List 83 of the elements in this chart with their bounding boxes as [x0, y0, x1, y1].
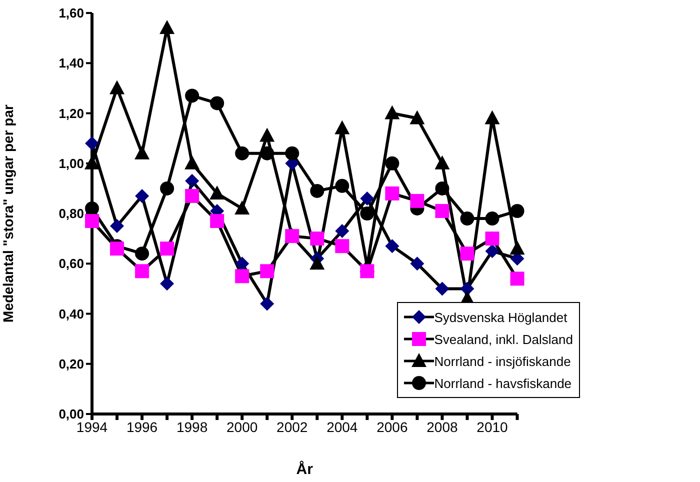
point — [484, 110, 500, 124]
point — [134, 145, 150, 160]
point — [434, 155, 450, 170]
x-tick-label: 2006 — [376, 418, 408, 435]
point — [210, 214, 224, 228]
point — [310, 184, 324, 198]
point — [385, 186, 400, 200]
point — [410, 256, 424, 271]
point — [335, 224, 350, 238]
point — [185, 174, 200, 188]
point — [185, 88, 200, 103]
point — [360, 191, 374, 206]
point — [485, 244, 500, 258]
point — [185, 188, 200, 203]
point — [160, 20, 175, 34]
point — [110, 242, 124, 256]
point — [510, 240, 525, 255]
point — [310, 256, 325, 270]
point — [260, 264, 274, 278]
point — [485, 212, 500, 226]
y-tick-label: 0,60 — [58, 256, 84, 272]
point — [460, 246, 474, 261]
point — [384, 105, 400, 120]
x-tick-label: 2008 — [426, 418, 458, 435]
point — [85, 201, 99, 216]
x-tick-label: 1996 — [126, 418, 158, 435]
y-tick-label: 0,80 — [58, 206, 84, 222]
point — [435, 282, 450, 296]
point — [310, 232, 324, 246]
y-tick-label: 1,00 — [58, 156, 84, 171]
y-tick-label: 0,20 — [58, 356, 84, 372]
point — [410, 110, 425, 124]
legend-label: Norrland - insjöfiskande — [434, 354, 571, 368]
point — [510, 272, 524, 286]
point — [334, 120, 350, 134]
point — [160, 276, 174, 291]
point — [85, 214, 99, 228]
point — [234, 200, 250, 214]
point — [184, 155, 200, 170]
x-axis-title: År — [296, 460, 314, 478]
point — [435, 181, 450, 196]
point — [460, 212, 474, 226]
y-tick-label: 1,60 — [58, 6, 84, 21]
point — [360, 264, 374, 278]
point — [110, 219, 124, 234]
point — [260, 146, 274, 160]
y-axis-title: Medelantal "stora" ungar per par — [0, 104, 16, 322]
point — [285, 146, 300, 160]
point — [235, 269, 250, 284]
x-tick-label: 2004 — [326, 418, 358, 435]
y-tick-label: 0,40 — [58, 306, 84, 322]
legend-label: Svealand, inkl. Dalsland — [434, 332, 573, 346]
point — [435, 204, 450, 218]
point — [360, 206, 374, 220]
legend-label: Norrland - havsfiskande — [434, 376, 572, 390]
y-tick-label: 1,20 — [58, 106, 84, 121]
x-tick-label: 2010 — [476, 418, 508, 435]
point — [385, 239, 400, 254]
point — [135, 188, 150, 203]
x-tick-label: 2002 — [276, 418, 308, 435]
point — [210, 185, 225, 200]
point — [260, 296, 274, 311]
y-tick-label: 1,40 — [58, 56, 84, 71]
point — [110, 80, 125, 94]
point — [410, 194, 424, 208]
point — [510, 204, 524, 218]
point — [160, 242, 174, 256]
point — [210, 96, 224, 110]
legend-label: Sydsvenska Höglandet — [434, 310, 568, 324]
point — [335, 178, 350, 193]
point — [235, 256, 250, 271]
point — [160, 181, 174, 196]
x-tick-label: 2000 — [226, 418, 258, 435]
x-tick-label: 1998 — [176, 418, 208, 435]
point — [260, 128, 275, 142]
point — [235, 146, 250, 160]
point — [460, 282, 474, 296]
point — [135, 264, 150, 278]
point — [335, 239, 350, 254]
point — [385, 156, 400, 170]
point — [85, 136, 99, 150]
point — [135, 246, 150, 261]
point — [485, 232, 500, 246]
